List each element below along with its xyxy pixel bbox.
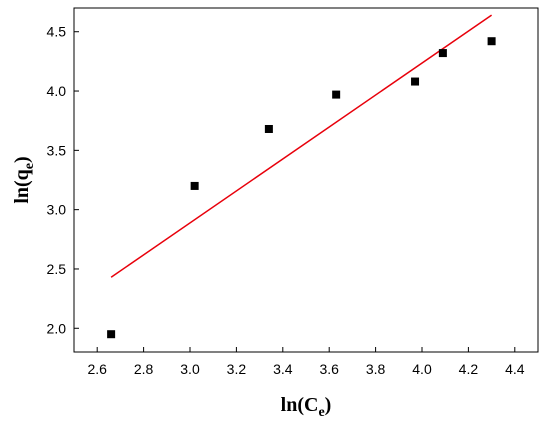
x-tick-label: 4.2 xyxy=(459,361,479,377)
y-tick-label: 4.0 xyxy=(47,83,67,99)
y-tick-label: 3.5 xyxy=(47,142,67,158)
x-tick-label: 4.0 xyxy=(412,361,432,377)
data-point xyxy=(411,77,420,86)
y-tick-label: 2.0 xyxy=(47,320,67,336)
x-tick-label: 4.4 xyxy=(505,361,525,377)
x-axis-title: ln(Ce) xyxy=(281,394,332,420)
data-point xyxy=(487,37,496,46)
data-point xyxy=(190,181,199,190)
y-axis-title: ln(qe) xyxy=(11,156,37,203)
data-point xyxy=(438,49,447,58)
y-tick-label: 2.5 xyxy=(47,261,67,277)
y-axis: 2.0 2.5 3.0 3.5 4.0 4.5 xyxy=(47,24,79,336)
data-point xyxy=(264,124,273,133)
data-point xyxy=(107,330,116,339)
plot-frame xyxy=(73,7,539,353)
fit-line xyxy=(110,14,493,278)
x-axis: 2.6 2.8 3.0 3.2 3.4 3.6 3.8 4.0 4.2 4.4 xyxy=(87,347,525,377)
y-tick-label: 3.0 xyxy=(47,202,67,218)
x-tick-label: 2.8 xyxy=(134,361,154,377)
x-tick-label: 3.0 xyxy=(180,361,200,377)
x-tick-label: 3.4 xyxy=(273,361,293,377)
x-tick-label: 2.6 xyxy=(87,361,107,377)
data-point xyxy=(332,90,341,99)
y-tick-label: 4.5 xyxy=(47,24,67,40)
x-tick-label: 3.8 xyxy=(366,361,386,377)
x-tick-label: 3.2 xyxy=(227,361,247,377)
fit-line-layer xyxy=(110,14,493,278)
data-points-layer xyxy=(107,37,496,339)
x-tick-label: 3.6 xyxy=(319,361,339,377)
